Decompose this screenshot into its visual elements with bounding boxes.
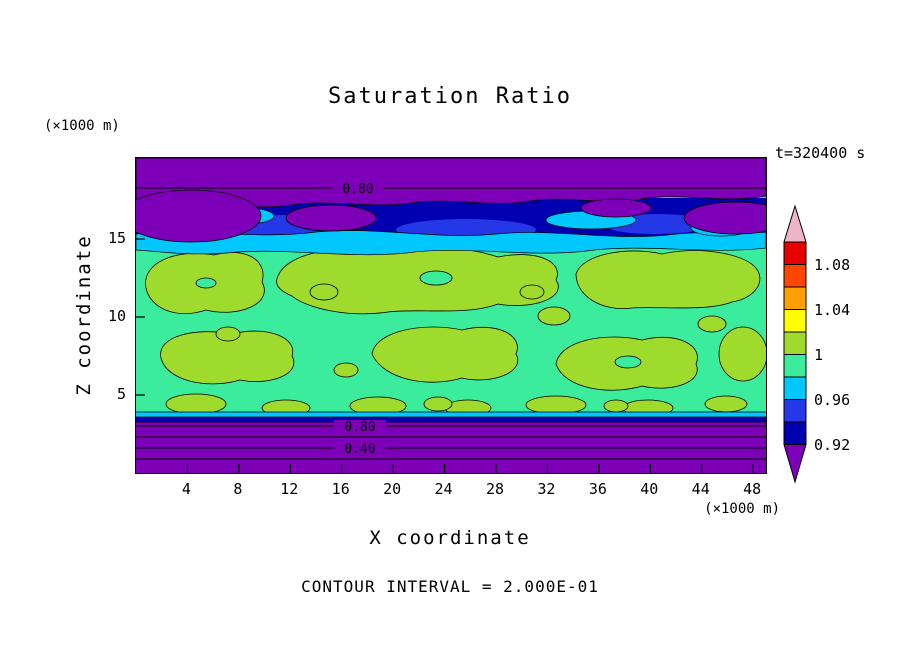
x-tick-label: 36 <box>588 480 607 498</box>
x-tick-label: 24 <box>434 480 453 498</box>
purple-intrusions <box>136 189 766 243</box>
colorbar-segment-orange <box>783 286 807 310</box>
x-tick-label: 20 <box>383 480 402 498</box>
contour-label-bottom-040: 0.40 <box>344 442 375 457</box>
x-tick-label: 8 <box>233 480 243 498</box>
colorbar-segment-teal <box>783 354 807 378</box>
colorbar-tick-label: 1.04 <box>814 300 851 319</box>
x-tick-label: 16 <box>331 480 350 498</box>
x-tick-label: 40 <box>640 480 659 498</box>
bottom-contour-labels: 0.80 0.40 <box>334 420 386 457</box>
colorbar-tick-label: 1 <box>814 345 824 364</box>
x-tick-label: 44 <box>691 480 710 498</box>
colorbar <box>783 205 807 484</box>
x-axis-unit-label: (×1000 m) <box>704 501 780 517</box>
x-tick-label: 32 <box>537 480 556 498</box>
colorbar-segment-green <box>783 331 807 355</box>
colorbar-segment-yellow <box>783 309 807 333</box>
axis-tick-marks <box>136 238 754 473</box>
contour-plot: 0.80 0.80 0.40 <box>136 158 766 473</box>
x-tick-label: 4 <box>181 480 191 498</box>
contour-label-top: 0.80 <box>342 182 373 197</box>
colorbar-segments <box>783 241 807 445</box>
timestamp-label: t=320400 s <box>775 144 866 162</box>
x-tick-label: 12 <box>280 480 299 498</box>
colorbar-segment-cyan <box>783 376 807 400</box>
bottom-bands <box>136 411 766 473</box>
page-title: Saturation Ratio <box>328 84 572 109</box>
colorbar-tick-label: 0.92 <box>814 435 851 454</box>
contour-interval-note: CONTOUR INTERVAL = 2.000E-01 <box>301 577 599 596</box>
y-axis-unit-label: (×1000 m) <box>44 118 120 134</box>
x-axis-title: X coordinate <box>369 527 531 549</box>
colorbar-segment-red <box>783 241 807 265</box>
x-tick-label: 48 <box>743 480 762 498</box>
colorbar-segment-dark_blue <box>783 421 807 445</box>
colorbar-tick-label: 0.96 <box>814 390 851 409</box>
colorbar-tick-label: 1.08 <box>814 255 851 274</box>
x-tick-label: 28 <box>485 480 505 498</box>
colorbar-segment-blue <box>783 399 807 423</box>
y-tick-label: 15 <box>107 229 126 247</box>
colorbar-bottom-cap <box>783 444 807 484</box>
teal-holes <box>195 270 642 369</box>
y-tick-label: 5 <box>116 385 126 403</box>
contour-label-bottom-080: 0.80 <box>344 420 375 435</box>
colorbar-segment-orange_red <box>783 264 807 288</box>
plot-frame: 0.80 0.80 0.40 <box>135 157 767 474</box>
top-contour-080: 0.80 <box>136 180 766 197</box>
y-tick-label: 10 <box>107 307 126 325</box>
colorbar-top-cap <box>783 205 807 243</box>
